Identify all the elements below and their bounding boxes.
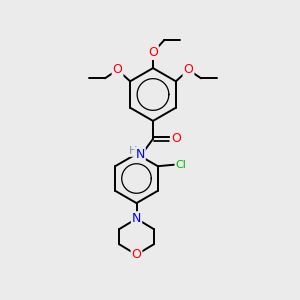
Text: N: N [132,212,141,225]
Text: N: N [135,148,145,161]
Text: O: O [132,248,141,261]
Text: O: O [184,63,194,76]
Text: O: O [148,46,158,59]
Text: Cl: Cl [176,160,186,170]
Text: H: H [129,146,137,156]
Text: O: O [112,63,122,76]
Text: O: O [171,132,181,146]
